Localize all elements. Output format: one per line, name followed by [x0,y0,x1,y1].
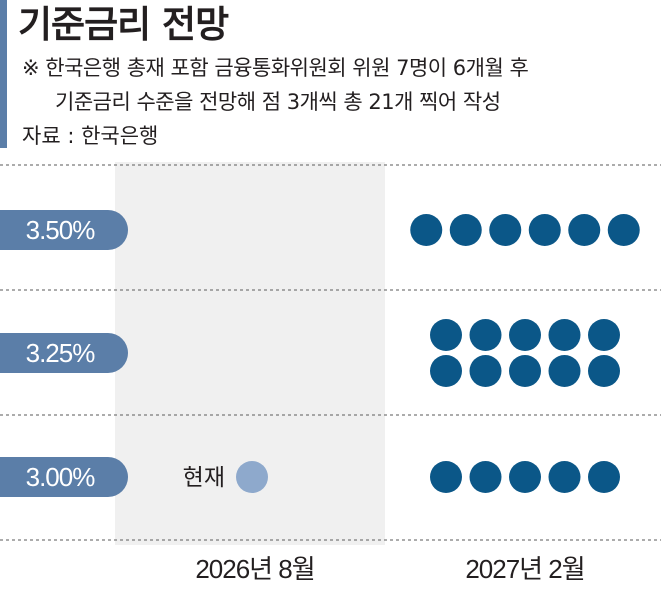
forecast-dot [430,355,462,387]
column-labels: 2026년 8월 2027년 2월 [195,554,585,584]
forecast-dot [607,214,640,246]
rate-label-pill [0,210,128,250]
forecast-dot [449,214,482,246]
chart-note-line2: 기준금리 수준을 전망해 점 3개씩 총 21개 찍어 작성 [55,90,501,114]
forecast-dot [509,461,541,493]
column-label: 2027년 2월 [465,554,584,584]
title-accent-bar [0,0,7,148]
forecast-dot [469,319,502,351]
rate-labels: 3.50% 3.25% 3.00% [0,210,128,497]
chart-note-line1: ※ 한국은행 총재 포함 금융통화위원회 위원 7명이 6개월 후 [22,56,529,80]
chart-source: 자료 : 한국은행 [22,124,159,148]
grid-lines [0,164,661,541]
forecast-dot [489,214,522,246]
rate-label-pill [0,333,128,373]
rate-label: 3.25% [0,333,128,373]
forecast-dot [430,461,462,493]
current-rate-dot [236,461,268,493]
forecast-dot [430,319,462,351]
forecast-dot [588,319,620,351]
rate-label: 3.00% [0,457,128,497]
forecast-dot [528,214,561,246]
forecast-dot [509,355,541,387]
forecast-dot [548,461,581,493]
chart-title: 기준금리 전망 [18,3,229,46]
forecast-dot [469,355,502,387]
forecast-dot [588,355,620,387]
forecast-dot [548,355,581,387]
forecast-dot [509,319,541,351]
rate-label-text: 3.00% [26,462,96,492]
rate-label-pill [0,457,128,497]
forecast-dots: 현재 [183,214,640,493]
column-label: 2026년 8월 [195,554,314,584]
current-label: 현재 [183,465,225,491]
forecast-dot [588,461,620,493]
rate-label-text: 3.50% [26,215,96,245]
forecast-dot [568,214,601,246]
forecast-dot [548,319,581,351]
rate-label-text: 3.25% [26,338,96,368]
forecast-dot [410,214,443,246]
rate-label: 3.50% [0,210,128,250]
forecast-dot [469,461,502,493]
